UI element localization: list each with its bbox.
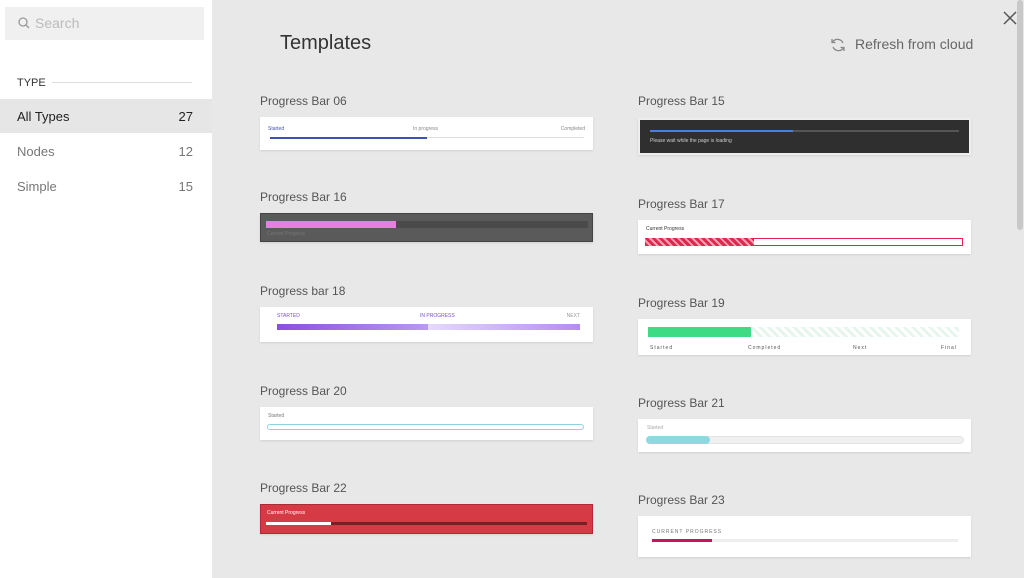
bar-fill [646,436,710,444]
template-name[interactable]: Progress Bar 16 [260,190,347,204]
template-card[interactable]: STARTED IN PROGRESS NEXT [260,307,593,342]
filter-count: 15 [178,179,193,194]
bar-track [396,221,588,228]
card-label: Started [268,413,285,419]
card-label: IN PROGRESS [420,313,455,319]
card-label: Final [941,345,957,351]
page-title: Templates [280,32,372,54]
card-label: NEXT [566,313,580,319]
bar-track [793,130,959,132]
template-card[interactable]: Current Progress [638,220,971,254]
template-card[interactable]: Current Progress [260,504,593,534]
filter[interactable]: Nodes 12 [0,134,212,168]
bar-fill [266,522,331,525]
bar-fill [266,221,396,228]
filter[interactable]: All Types 27 [0,99,212,133]
template-card[interactable]: CURRENT PROGRESS [638,516,971,557]
bar-fill [270,137,427,139]
template-card[interactable]: Started In progress Completed [260,117,593,150]
template-card[interactable]: Started Completed Next Final [638,319,971,355]
bar-fill [652,539,712,542]
card-label: In progress [413,126,439,132]
bar-track [427,137,584,138]
template-card[interactable]: Started [638,419,971,452]
refresh-button[interactable]: Refresh from cloud [855,36,974,52]
filter-count: 27 [178,109,193,124]
template-name[interactable]: Progress Bar 20 [260,384,347,398]
filter[interactable]: Simple 15 [0,169,212,203]
template-name[interactable]: Progress bar 18 [260,284,346,298]
scrollbar[interactable] [1017,0,1023,230]
bar-track [428,324,580,330]
template-name[interactable]: Progress Bar 17 [638,197,725,211]
card-label: STARTED [277,313,300,319]
card-label: CURRENT PROGRESS [652,529,723,535]
card-label: Current Progress [646,226,685,232]
template-name[interactable]: Progress Bar 22 [260,481,347,495]
divider [52,82,192,83]
bar-fill [648,327,751,337]
bar-track [267,424,584,430]
template-name[interactable]: Progress Bar 06 [260,94,347,108]
card-label: Started [647,425,664,431]
bar-fill [645,238,754,246]
bar-fill [277,324,428,330]
sidebar: Search TYPE All Types 27 Nodes 12 Simple 15 [0,0,212,578]
search-box[interactable]: Search [5,7,204,40]
template-card[interactable]: Please wait while the page is loading [638,118,971,155]
filter-count: 12 [178,144,193,159]
template-name[interactable]: Progress Bar 19 [638,296,725,310]
bar-fill [650,130,793,132]
filter-label: Simple [17,179,57,194]
refresh-icon[interactable] [830,37,846,53]
card-label: Next [853,345,868,351]
bar-track [652,539,958,542]
search-icon [18,17,30,29]
close-button[interactable] [1003,11,1017,25]
template-name[interactable]: Progress Bar 15 [638,94,725,108]
template-card[interactable]: Started [260,407,593,440]
card-label: Started [650,345,674,351]
filter-label: All Types [17,109,70,124]
filter-label: Nodes [17,144,55,159]
card-label: Completed [560,126,585,132]
card-label: Completed [748,345,782,351]
template-card[interactable]: Current Progress [260,213,593,242]
template-name[interactable]: Progress Bar 23 [638,493,725,507]
card-label: Current Progress [267,231,306,237]
card-label: Current Progress [267,510,306,516]
template-name[interactable]: Progress Bar 21 [638,396,725,410]
search-placeholder: Search [35,15,80,31]
bar-track [751,327,959,337]
card-label: Please wait while the page is loading [650,138,732,144]
bar-track [331,522,587,525]
section-label: TYPE [17,77,46,89]
card-label: Started [268,126,285,132]
